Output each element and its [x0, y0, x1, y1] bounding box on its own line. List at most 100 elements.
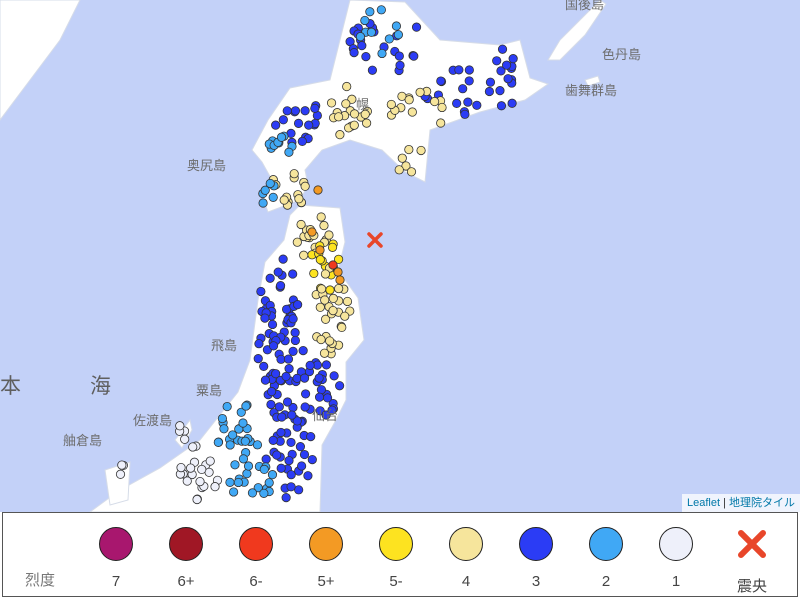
station-marker[interactable]: [464, 65, 474, 75]
station-marker[interactable]: [182, 476, 192, 486]
station-marker[interactable]: [404, 95, 414, 105]
station-marker[interactable]: [252, 440, 263, 450]
station-marker[interactable]: [362, 118, 372, 128]
station-marker[interactable]: [340, 311, 350, 321]
station-marker[interactable]: [411, 22, 422, 32]
station-marker[interactable]: [495, 86, 505, 96]
station-marker[interactable]: [321, 314, 331, 324]
station-marker[interactable]: [294, 485, 304, 495]
station-marker[interactable]: [503, 74, 513, 84]
station-marker[interactable]: [274, 402, 284, 412]
station-marker[interactable]: [289, 169, 299, 179]
station-marker[interactable]: [295, 442, 306, 452]
station-marker[interactable]: [267, 319, 278, 330]
station-marker[interactable]: [299, 373, 310, 383]
station-marker[interactable]: [329, 371, 339, 381]
station-marker[interactable]: [180, 434, 190, 444]
station-marker[interactable]: [300, 106, 310, 116]
station-marker[interactable]: [117, 460, 127, 470]
station-marker[interactable]: [278, 254, 288, 264]
station-marker[interactable]: [283, 354, 294, 364]
station-marker[interactable]: [309, 268, 319, 279]
station-marker[interactable]: [259, 488, 269, 498]
station-marker[interactable]: [290, 328, 300, 338]
station-marker[interactable]: [314, 373, 324, 383]
station-marker[interactable]: [238, 454, 249, 464]
station-marker[interactable]: [298, 345, 308, 356]
station-marker[interactable]: [377, 48, 387, 59]
station-marker[interactable]: [333, 267, 343, 277]
station-marker[interactable]: [508, 54, 518, 64]
station-marker[interactable]: [394, 165, 404, 175]
station-marker[interactable]: [265, 178, 275, 189]
station-marker[interactable]: [286, 482, 296, 492]
station-marker[interactable]: [260, 375, 271, 385]
station-marker[interactable]: [386, 99, 396, 110]
station-marker[interactable]: [319, 348, 330, 358]
station-marker[interactable]: [436, 118, 446, 128]
station-marker[interactable]: [321, 410, 331, 420]
station-marker[interactable]: [306, 432, 316, 442]
station-marker[interactable]: [320, 295, 330, 305]
station-marker[interactable]: [316, 385, 327, 395]
station-marker[interactable]: [286, 470, 296, 480]
station-marker[interactable]: [304, 120, 314, 130]
station-marker[interactable]: [115, 469, 126, 479]
station-marker[interactable]: [222, 401, 232, 412]
station-marker[interactable]: [276, 132, 287, 142]
station-marker[interactable]: [458, 84, 468, 94]
station-marker[interactable]: [259, 464, 269, 474]
station-marker[interactable]: [316, 284, 327, 294]
station-marker[interactable]: [290, 335, 300, 346]
station-marker[interactable]: [360, 109, 370, 119]
station-marker[interactable]: [227, 430, 238, 440]
station-marker[interactable]: [233, 477, 244, 488]
station-marker[interactable]: [497, 44, 508, 54]
station-marker[interactable]: [436, 76, 446, 86]
station-marker[interactable]: [186, 463, 196, 473]
station-marker[interactable]: [192, 494, 202, 505]
station-marker[interactable]: [219, 424, 229, 434]
station-marker[interactable]: [290, 106, 301, 116]
station-marker[interactable]: [288, 314, 298, 324]
station-marker[interactable]: [288, 269, 298, 279]
station-marker[interactable]: [492, 56, 502, 66]
station-marker[interactable]: [267, 470, 278, 480]
station-marker[interactable]: [279, 195, 289, 205]
station-marker[interactable]: [320, 269, 331, 279]
station-marker[interactable]: [485, 77, 496, 87]
station-marker[interactable]: [325, 336, 335, 346]
station-marker[interactable]: [307, 227, 317, 237]
station-marker[interactable]: [256, 286, 266, 297]
station-marker[interactable]: [407, 107, 417, 117]
station-marker[interactable]: [337, 322, 347, 332]
station-marker[interactable]: [501, 60, 512, 70]
station-marker[interactable]: [328, 306, 338, 316]
station-marker[interactable]: [277, 412, 287, 422]
station-marker[interactable]: [406, 167, 417, 177]
station-marker[interactable]: [357, 41, 367, 51]
station-marker[interactable]: [260, 185, 270, 195]
station-marker[interactable]: [195, 476, 205, 487]
station-marker[interactable]: [292, 237, 302, 247]
station-marker[interactable]: [268, 435, 278, 445]
station-marker[interactable]: [335, 275, 345, 285]
station-marker[interactable]: [284, 455, 294, 466]
station-marker[interactable]: [316, 212, 326, 222]
station-marker[interactable]: [303, 471, 313, 481]
station-marker[interactable]: [472, 100, 482, 110]
station-marker[interactable]: [282, 397, 293, 407]
station-marker[interactable]: [367, 65, 378, 75]
station-marker[interactable]: [276, 463, 286, 473]
station-marker[interactable]: [273, 267, 283, 277]
station-marker[interactable]: [297, 461, 307, 471]
station-marker[interactable]: [409, 51, 419, 61]
station-marker[interactable]: [272, 450, 282, 460]
station-marker[interactable]: [267, 386, 277, 397]
station-marker[interactable]: [325, 285, 335, 295]
station-marker[interactable]: [284, 364, 294, 374]
station-marker[interactable]: [259, 361, 269, 371]
station-marker[interactable]: [395, 60, 405, 70]
station-marker[interactable]: [416, 145, 426, 156]
station-marker[interactable]: [384, 34, 394, 44]
